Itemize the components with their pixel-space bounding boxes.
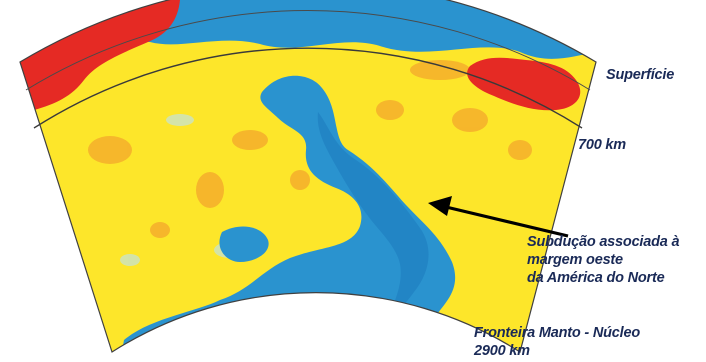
wedge-outline — [19, 0, 597, 353]
depth-700-arc — [33, 47, 583, 129]
orange-patches — [88, 60, 532, 238]
depth-700-label: 700 km — [578, 137, 626, 153]
hot-region-right — [467, 57, 581, 111]
subduction-label: Subdução associada à margem oeste da Amé… — [527, 233, 680, 287]
surface-label: Superfície — [606, 67, 675, 83]
subduction-label-line3: da América do Norte — [527, 270, 665, 286]
boundary-label-line2: 2900 km — [474, 343, 530, 359]
subducting-slab — [120, 75, 456, 353]
subduction-label-line2: margem oeste — [527, 252, 623, 268]
subduction-arrow — [428, 196, 569, 238]
boundary-label-line1: Fronteira Manto - Núcleo — [474, 325, 640, 341]
core-mantle-boundary-label: Fronteira Manto - Núcleo 2900 km — [474, 324, 640, 360]
subduction-label-line1: Subdução associada à — [527, 234, 680, 250]
slab-core — [317, 112, 429, 330]
left-fast-blob — [219, 226, 269, 262]
upper-mantle-arc — [25, 10, 591, 91]
